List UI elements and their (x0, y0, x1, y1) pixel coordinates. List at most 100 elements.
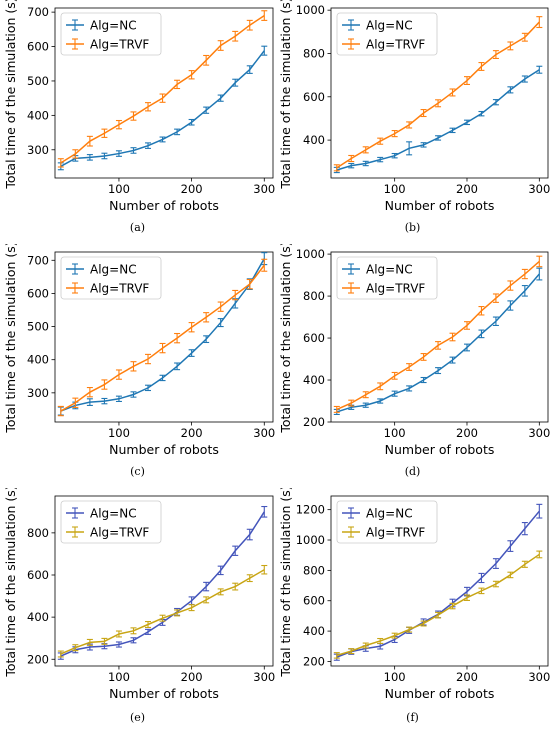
caption-c: (c) (130, 465, 145, 478)
error-bar (174, 362, 181, 371)
chart-f: 100 200 300 200 400 600 800 1000 1200 Number of r… (278, 488, 550, 701)
error-bar (86, 154, 93, 161)
chart-panel-a: 100 200 300 300 400 500 600 700 Number of robots… (0, 0, 275, 244)
error-bar (246, 574, 253, 583)
legend-box (60, 256, 162, 300)
error-bar (536, 503, 543, 519)
error-bar (232, 289, 239, 301)
error-bar (435, 611, 442, 619)
y-tick-label: 1000 (296, 533, 325, 547)
error-bar (362, 642, 369, 649)
y-tick-label: 300 (27, 143, 49, 157)
y-tick-label: 400 (303, 373, 325, 387)
error-bar (377, 637, 384, 644)
error-bar (57, 650, 64, 658)
y-tick-label: 500 (27, 320, 49, 334)
error-bar (377, 382, 384, 391)
error-bar (348, 399, 355, 407)
y-tick-label: 400 (303, 624, 325, 638)
error-bar (391, 152, 398, 159)
x-tick-label: 300 (528, 426, 550, 440)
error-bar (217, 94, 224, 102)
y-tick-label: 1000 (296, 247, 325, 261)
legend-label: Alg=TRVF (90, 526, 149, 540)
error-bar (130, 111, 137, 121)
legend-label: Alg=TRVF (366, 282, 425, 296)
y-tick-label: 300 (27, 386, 49, 400)
error-bar (232, 78, 239, 87)
error-bar (174, 332, 181, 344)
caption-e: (e) (129, 711, 146, 724)
error-bar (261, 10, 268, 21)
legend-label: Alg=NC (90, 263, 137, 277)
x-tick-label: 100 (384, 426, 406, 440)
error-bar (521, 560, 528, 568)
error-bar (420, 109, 427, 118)
y-tick-label: 400 (27, 353, 49, 367)
legend: Alg=NC Alg=TRVF (60, 12, 162, 56)
error-bar (159, 614, 166, 622)
x-axis-label: Number of robots (385, 198, 495, 213)
x-axis-label: Number of robots (109, 686, 219, 701)
y-tick-label: 600 (27, 286, 49, 300)
error-bar (203, 581, 210, 592)
error-bar (174, 128, 181, 136)
caption-a: (a) (129, 221, 146, 234)
legend-box (336, 12, 438, 56)
chart-d: 100 200 300 200 400 600 800 1000 Number of robot… (278, 244, 550, 457)
legend-label: Alg=NC (90, 507, 137, 521)
error-bar (420, 376, 427, 384)
error-bar (420, 353, 427, 361)
error-bar (72, 149, 79, 159)
error-bar (86, 386, 93, 398)
error-bar (507, 86, 514, 94)
error-bar (492, 99, 499, 106)
legend-label: Alg=NC (366, 507, 413, 521)
error-bar (333, 405, 340, 413)
x-tick-label: 200 (456, 182, 478, 196)
error-bar (420, 142, 427, 148)
series-line-nc (336, 69, 540, 171)
x-axis-label: Number of robots (385, 442, 495, 457)
error-bar (130, 147, 137, 154)
plot-frame (54, 495, 274, 667)
error-bar (507, 41, 514, 51)
error-bar (246, 65, 253, 74)
plot-frame (54, 251, 274, 423)
chart-c: 100 200 300 300 400 500 600 700 Number of robots… (3, 244, 275, 457)
plot-frame (330, 495, 549, 667)
error-bar (391, 390, 398, 397)
y-axis-label: Total time of the simulation (s) (3, 0, 18, 190)
y-axis-label: Total time of the simulation (s) (278, 244, 293, 434)
error-bar (507, 540, 514, 552)
error-bar (478, 62, 485, 71)
error-bar (130, 627, 137, 635)
error-bar (115, 369, 122, 380)
x-tick-label: 200 (456, 670, 478, 684)
legend-box (60, 500, 162, 544)
error-bar (406, 626, 413, 633)
error-bar (536, 16, 543, 29)
error-bar (217, 588, 224, 596)
error-bar (377, 156, 384, 163)
error-bar (86, 638, 93, 646)
error-bar (246, 528, 253, 541)
error-bar (159, 93, 166, 103)
error-bar (246, 278, 253, 290)
error-bar (391, 371, 398, 380)
error-bar (130, 361, 137, 372)
error-bar (145, 353, 152, 365)
caption-f: (f) (406, 711, 419, 724)
x-tick-label: 100 (384, 670, 406, 684)
error-bar (478, 110, 485, 117)
y-tick-label: 200 (27, 652, 49, 666)
error-bar (478, 572, 485, 584)
error-bar (101, 128, 108, 138)
error-bar (435, 135, 442, 141)
chart-panel-e: 100 200 300 200 400 600 800 Number of robots Tot… (0, 488, 275, 732)
error-bar (145, 384, 152, 392)
error-bar (261, 45, 268, 56)
error-bar (406, 121, 413, 129)
error-bar (391, 130, 398, 138)
error-bar (188, 118, 195, 126)
